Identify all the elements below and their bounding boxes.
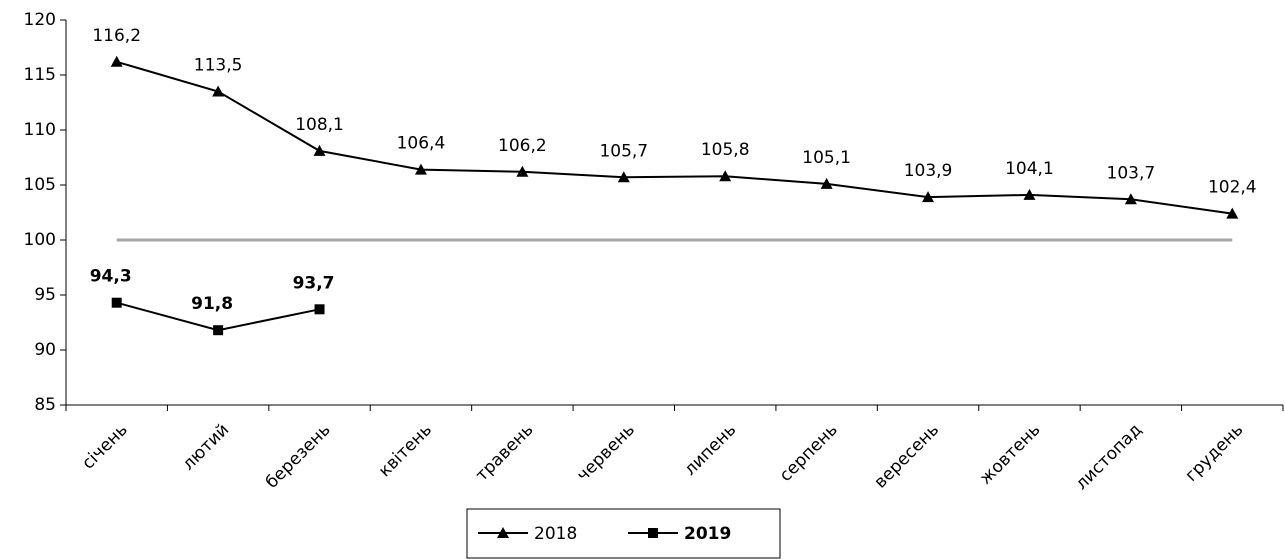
data-label: 108,1 [295,115,344,135]
x-tick-label: квітень [375,420,436,481]
data-point [313,144,326,156]
y-tick-label: 100 [24,230,56,250]
legend-label: 2018 [534,524,577,544]
y-tick-label: 110 [24,120,56,140]
y-tick-label: 95 [34,285,56,305]
data-point [111,297,122,308]
y-tick-label: 115 [24,65,56,85]
x-tick-label: листопад [1072,420,1146,494]
data-point [1023,188,1036,200]
series-line [116,60,1233,215]
y-tick-label: 90 [34,340,56,360]
data-label: 105,8 [701,140,750,160]
data-label: 94,3 [90,267,132,287]
x-tick-label: жовтень [976,420,1045,489]
data-label: 113,5 [194,56,243,76]
data-point [1226,207,1239,219]
data-label: 105,7 [599,141,648,161]
data-point [719,170,732,182]
data-label: 93,7 [293,273,335,293]
x-tick-label: липень [680,420,740,480]
data-point [414,163,427,175]
data-label: 103,7 [1107,163,1156,183]
data-point [820,177,833,189]
data-point [516,165,529,177]
x-tick-label: січень [78,420,132,474]
data-point [213,325,224,336]
data-label: 106,4 [397,134,446,154]
data-point [922,191,935,203]
legend-marker [648,528,658,538]
x-tick-label: лютий [179,420,234,475]
y-tick-label: 85 [34,395,56,415]
x-tick-label: вересень [871,420,944,493]
data-point [617,171,630,183]
data-label: 103,9 [904,161,953,181]
data-label: 91,8 [191,294,233,314]
legend-marker [497,527,509,538]
data-point [1124,193,1137,205]
data-label: 116,2 [92,26,141,46]
data-point [110,55,123,67]
y-tick-label: 120 [24,10,56,30]
data-point [212,85,225,97]
data-label: 104,1 [1005,159,1054,179]
legend-label: 2019 [684,524,731,544]
x-tick-label: березень [262,420,335,493]
x-tick-label: грудень [1182,420,1248,486]
x-tick-label: червень [573,420,639,486]
data-label: 106,2 [498,136,547,156]
data-point [314,304,325,315]
legend: 2018 2019 [466,508,781,559]
x-tick-label: серпень [776,420,842,486]
data-label: 102,4 [1208,178,1257,198]
y-tick-label: 105 [24,175,56,195]
data-label: 105,1 [802,148,851,168]
x-tick-label: травень [472,420,538,486]
